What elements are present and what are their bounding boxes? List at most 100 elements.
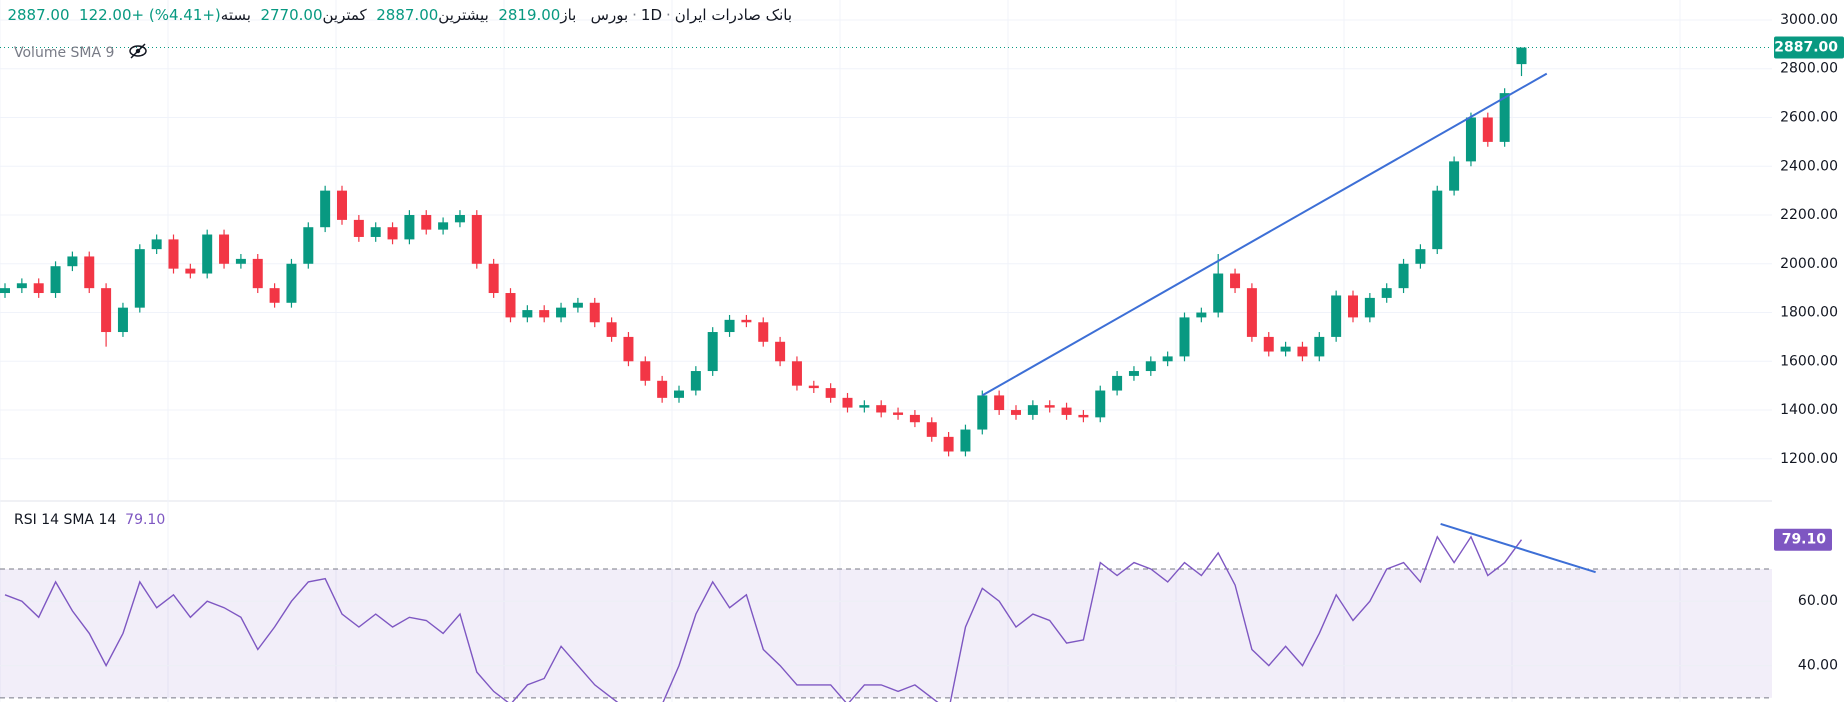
candle-body — [623, 336, 634, 362]
candle-body — [387, 227, 398, 240]
candle-body — [741, 319, 752, 323]
y-tick-label: 2600.00 — [1780, 110, 1838, 126]
symbol: بانک صادرات ایران — [674, 6, 792, 24]
candle-body — [1482, 117, 1493, 142]
candle-body — [1179, 317, 1190, 357]
candle-body — [421, 215, 432, 230]
candle-body — [943, 436, 954, 452]
candle-body — [859, 405, 870, 408]
candle-body — [1095, 390, 1106, 418]
close-value: 2887.00 — [7, 6, 70, 24]
candle-body — [67, 256, 78, 267]
candle-body — [1499, 93, 1510, 142]
candle-body — [1465, 117, 1476, 162]
candle-body — [1027, 405, 1038, 415]
candle-body — [219, 234, 230, 264]
rsi-text: RSI 14 SMA 14 — [14, 512, 117, 528]
price-axis-bg — [1772, 0, 1847, 702]
candle-body — [556, 307, 567, 318]
candle-body — [1398, 263, 1409, 289]
y-tick-label: 1600.00 — [1780, 353, 1838, 369]
candle-body — [1263, 336, 1274, 352]
candle-body — [1297, 346, 1308, 357]
y-tick-label: 1400.00 — [1780, 402, 1838, 418]
open-value: 2819.00 — [498, 6, 561, 24]
candle-body — [1516, 47, 1527, 65]
rsi-line — [4, 535, 1523, 702]
candle-body — [690, 371, 701, 391]
candle-body — [707, 332, 718, 372]
candle-body — [1314, 336, 1325, 357]
candle-body — [758, 322, 769, 342]
candle-body — [1061, 407, 1072, 415]
change: 122.00+ (%4.41+) — [79, 6, 221, 24]
exchange: بورس — [590, 6, 629, 24]
trendline — [981, 72, 1548, 397]
candle-body — [471, 215, 482, 264]
candle-body — [674, 390, 684, 398]
candle-body — [454, 215, 465, 223]
candle-body — [1078, 414, 1089, 418]
candle-body — [522, 310, 533, 318]
candle-body — [1348, 295, 1358, 318]
candle-body — [825, 388, 836, 398]
candle-body — [0, 288, 10, 294]
y-tick-label: 2800.00 — [1780, 61, 1838, 77]
candle-body — [1381, 288, 1392, 298]
candle-body — [1128, 371, 1139, 376]
candle-body — [1415, 249, 1426, 264]
candle-body — [1162, 356, 1173, 362]
candle-body — [808, 385, 819, 389]
candle-body — [337, 190, 347, 220]
candle-body — [842, 397, 853, 408]
volume-label[interactable]: Volume SMA 9 — [14, 39, 147, 61]
rsi-tag-label: 79.10 — [1782, 532, 1827, 548]
high-value: 2887.00 — [376, 6, 439, 24]
candle-body — [185, 268, 196, 274]
candle-body — [1331, 295, 1342, 337]
candle-body — [589, 302, 600, 323]
candle-body — [960, 429, 971, 452]
y-tick-label: 2200.00 — [1780, 207, 1838, 223]
candle-body — [977, 395, 988, 430]
candle-body — [505, 293, 516, 318]
candle-body — [404, 215, 415, 240]
candle-body — [202, 234, 213, 274]
interval[interactable]: 1D — [640, 6, 663, 24]
candle-body — [84, 256, 95, 289]
high-label: بیشترین — [438, 6, 489, 24]
candle-body — [320, 190, 331, 228]
candle-body — [791, 361, 802, 386]
y-tick-label: 40.00 — [1798, 658, 1838, 674]
candle-body — [909, 414, 920, 423]
candle-body — [151, 239, 162, 250]
candle-body — [488, 263, 499, 294]
open-label: باز — [560, 6, 577, 24]
candle-body — [657, 380, 668, 398]
y-tick-label: 2400.00 — [1780, 158, 1838, 174]
candle-body — [50, 266, 61, 294]
candle-body — [303, 227, 314, 264]
candle-body — [134, 249, 145, 308]
candle-body — [893, 412, 904, 415]
candle-body — [572, 302, 583, 308]
trendline — [1440, 522, 1596, 574]
candle-body — [724, 319, 735, 333]
last-price-tag — [1774, 36, 1844, 59]
candle-body — [1196, 312, 1207, 318]
candle-body — [1011, 410, 1021, 415]
candle-body — [640, 361, 651, 381]
candle-body — [16, 283, 27, 289]
y-tick-label: 3000.00 — [1780, 12, 1838, 28]
candle-body — [926, 422, 937, 437]
close-label: بسته — [220, 6, 251, 24]
candle-body — [1145, 361, 1156, 372]
hidden-icon[interactable] — [127, 42, 149, 60]
candle-body — [876, 405, 887, 413]
candle-body — [994, 395, 1005, 411]
candle-body — [1246, 288, 1257, 337]
rsi-label[interactable]: RSI 14 SMA 14 79.10 — [14, 512, 165, 528]
y-tick-label: 2000.00 — [1780, 256, 1838, 272]
candle-body — [286, 263, 297, 303]
